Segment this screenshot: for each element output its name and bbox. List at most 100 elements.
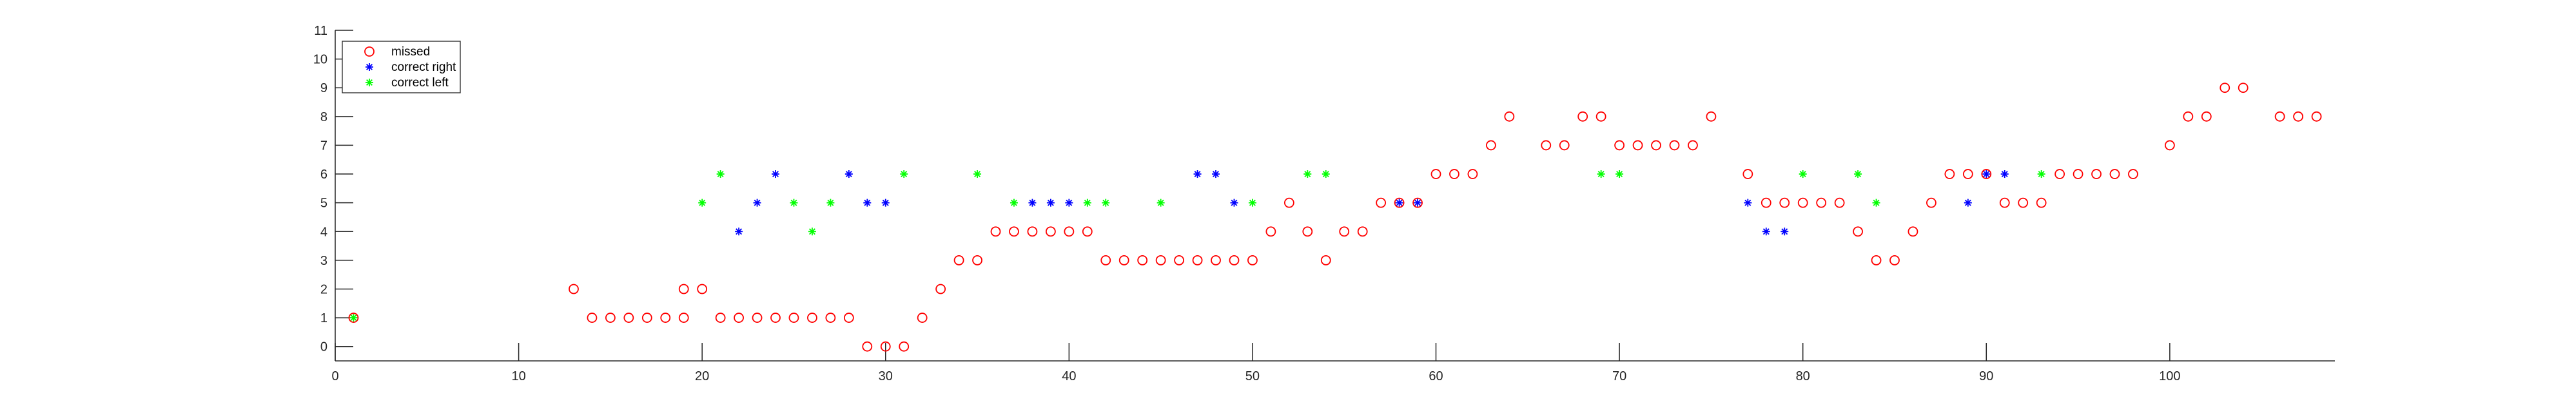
data-point-circle — [1009, 226, 1019, 237]
data-point-star — [808, 227, 816, 236]
data-point-circle — [1889, 255, 1900, 266]
data-point-star — [1046, 198, 1055, 207]
x-tick-label: 80 — [1796, 369, 1810, 383]
x-tick-label: 90 — [1979, 369, 1993, 383]
data-point-star — [1615, 170, 1624, 179]
data-point-circle — [1449, 169, 1459, 179]
data-point-circle — [2018, 197, 2029, 208]
data-point-star — [753, 198, 761, 207]
legend-label: correct right — [391, 61, 456, 74]
data-point-circle — [1577, 111, 1588, 122]
x-tick-label: 40 — [1062, 369, 1076, 383]
data-point-star — [1193, 170, 1202, 179]
legend-marker-star — [366, 79, 373, 86]
data-point-star — [735, 227, 743, 236]
data-point-star — [973, 170, 982, 179]
data-point-circle — [348, 313, 359, 323]
data-point-circle — [807, 313, 817, 323]
y-tick-label: 9 — [320, 81, 327, 95]
data-point-star — [1781, 227, 1789, 236]
data-point-circle — [1541, 140, 1552, 151]
data-point-circle — [1742, 169, 1753, 179]
data-point-circle — [697, 284, 708, 295]
legend-box — [342, 41, 461, 93]
data-point-star — [1395, 198, 1403, 207]
data-point-circle — [1559, 140, 1570, 151]
data-point-circle — [1706, 111, 1717, 122]
data-point-circle — [1376, 197, 1387, 208]
data-point-star — [1156, 198, 1165, 207]
data-point-circle — [1651, 140, 1661, 151]
legend-label: missed — [391, 45, 430, 59]
data-point-circle — [1211, 255, 1221, 266]
data-point-circle — [1045, 226, 1056, 237]
data-point-star — [2000, 170, 2009, 179]
data-point-circle — [1192, 255, 1203, 266]
data-point-circle — [1302, 226, 1313, 237]
data-point-circle — [1320, 255, 1331, 266]
data-point-circle — [1908, 226, 1918, 237]
data-point-circle — [2274, 111, 2285, 122]
data-point-circle — [678, 284, 689, 295]
data-point-circle — [2073, 169, 2083, 179]
data-point-circle — [2036, 197, 2047, 208]
data-point-circle — [1265, 226, 1276, 237]
data-point-circle — [843, 313, 854, 323]
plot-background — [335, 30, 2335, 361]
data-point-circle — [1816, 197, 1827, 208]
data-point-star — [716, 170, 725, 179]
legend: missed correct right correct left — [342, 41, 461, 93]
data-point-star — [1303, 170, 1312, 179]
data-point-circle — [1779, 197, 1790, 208]
data-point-circle — [1761, 197, 1771, 208]
data-point-circle — [1632, 140, 1643, 151]
data-point-circle — [641, 313, 652, 323]
y-tick-label: 5 — [320, 197, 327, 211]
data-point-circle — [1137, 255, 1148, 266]
x-tick-label: 0 — [331, 369, 338, 383]
data-point-circle — [1485, 140, 1496, 151]
data-point-circle — [2054, 169, 2065, 179]
y-tick-label: 8 — [320, 110, 327, 124]
data-point-circle — [569, 284, 579, 295]
data-point-circle — [1100, 255, 1111, 266]
data-point-star — [863, 198, 872, 207]
data-point-star — [1248, 198, 1256, 207]
data-point-circle — [1853, 226, 1863, 237]
data-point-circle — [734, 313, 744, 323]
data-point-circle — [1064, 226, 1075, 237]
data-point-circle — [1797, 197, 1808, 208]
data-point-circle — [2128, 169, 2138, 179]
x-tick-label: 70 — [1612, 369, 1626, 383]
data-point-star — [790, 198, 798, 207]
data-point-circle — [1981, 169, 1992, 179]
data-point-circle — [1412, 197, 1423, 208]
data-point-circle — [2201, 111, 2212, 122]
data-point-circle — [1614, 140, 1625, 151]
data-point-circle — [1504, 111, 1515, 122]
data-point-circle — [678, 313, 689, 323]
axes: 0 10 20 30 40 50 60 70 80 90 100 0 1 2 3 4 5 6 7 8 9 10 11 — [313, 24, 2335, 383]
data-point-circle — [770, 313, 781, 323]
data-point-circle — [1283, 197, 1294, 208]
data-point-circle — [1394, 197, 1405, 208]
data-point-circle — [1688, 140, 1698, 151]
legend-label: correct left — [391, 76, 449, 90]
data-point-star — [1414, 198, 1422, 207]
x-tick-label: 60 — [1429, 369, 1443, 383]
data-marks — [348, 82, 2322, 352]
data-point-circle — [587, 313, 598, 323]
y-tick-label: 6 — [320, 168, 327, 182]
data-point-circle — [880, 341, 891, 352]
data-point-star — [772, 170, 780, 179]
data-point-circle — [2091, 169, 2102, 179]
data-point-circle — [2238, 82, 2249, 93]
x-tick-label: 100 — [2159, 369, 2180, 383]
x-tick-label: 10 — [511, 369, 525, 383]
data-point-circle — [953, 255, 964, 266]
data-point-circle — [2164, 140, 2175, 151]
data-point-circle — [862, 341, 873, 352]
y-tick-label: 7 — [320, 139, 327, 153]
data-point-star — [1212, 170, 1220, 179]
data-point-circle — [1339, 226, 1350, 237]
